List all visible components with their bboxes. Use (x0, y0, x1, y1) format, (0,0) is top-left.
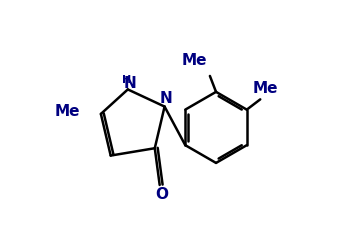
Text: O: O (156, 187, 169, 202)
Text: N: N (160, 91, 172, 106)
Text: Me: Me (252, 81, 278, 96)
Text: N: N (124, 76, 137, 91)
Text: Me: Me (55, 104, 81, 119)
Text: Me: Me (181, 52, 207, 68)
Text: H: H (122, 75, 131, 85)
